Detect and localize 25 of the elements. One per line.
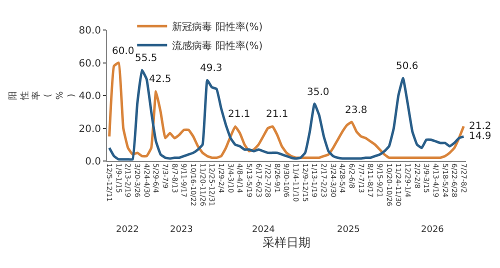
y-tick-label: 20.0	[78, 124, 101, 135]
data-label: 14.9	[469, 131, 492, 142]
y-tick-label: 60.0	[78, 58, 101, 70]
data-label: 49.3	[200, 63, 222, 74]
data-label: 50.6	[396, 61, 418, 72]
data-label: 21.1	[266, 109, 288, 120]
y-tick-label: 0.0	[85, 156, 101, 168]
y-axis-title: 阳性率(%)	[8, 90, 78, 101]
x-axis-title: 采样日期	[262, 236, 310, 250]
data-label: 35.0	[307, 87, 330, 98]
text: 2024	[252, 225, 276, 235]
text: 2023	[170, 225, 193, 235]
y-tick-label: 80.0	[78, 26, 101, 36]
data-label: 60.0	[112, 46, 134, 57]
data-label: 21.1	[228, 109, 250, 120]
text: 2022	[116, 225, 139, 235]
data-label: 42.5	[149, 74, 172, 85]
text: 2026	[421, 225, 444, 235]
data-label: 21.2	[469, 121, 492, 132]
legend-label: 流感病毒 阳性率(%)	[172, 40, 263, 52]
y-tick-label: 40.0	[78, 91, 101, 102]
text: 2025	[337, 225, 360, 235]
data-label: 23.8	[345, 105, 368, 116]
legend-label: 新冠病毒 阳性率(%)	[172, 21, 263, 34]
data-label: 55.5	[135, 53, 158, 64]
